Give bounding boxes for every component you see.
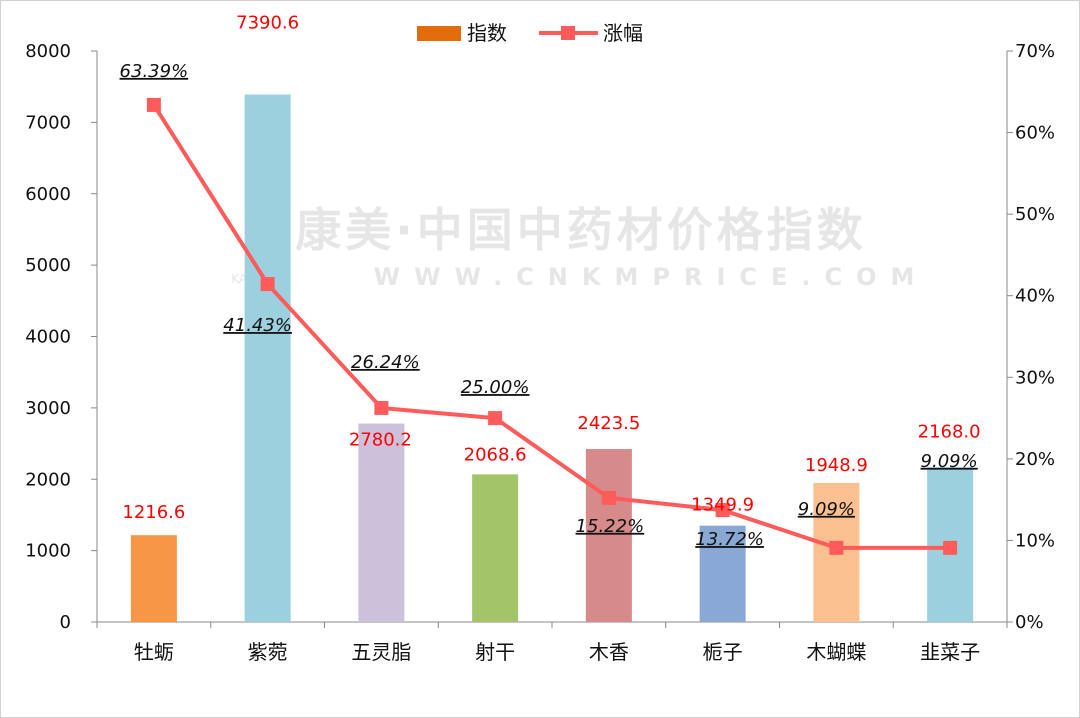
category-label: 栀子 [703,640,743,664]
right-tick-label: 60% [1015,123,1055,144]
right-tick-label: 70% [1015,41,1055,62]
line-value-label: 9.09% [921,451,978,472]
left-tick-label: 8000 [25,41,71,62]
bar-value-label: 7390.6 [236,12,299,33]
line-marker [488,411,503,426]
category-label: 木蝴蝶 [806,640,866,664]
line-value-label: 26.24% [351,352,420,373]
left-tick-label: 7000 [25,112,71,133]
line-marker [943,540,958,555]
bar [130,535,177,622]
category-label: 韭菜子 [920,640,980,664]
bar [699,525,746,622]
left-tick-label: 3000 [25,398,71,419]
left-tick-label: 4000 [25,327,71,348]
bar-series [130,94,974,623]
legend: 指数 涨幅 [417,21,643,45]
watermark: 康美·中国中药材价格指数 KANGMEI WWW.CNKMPRICE.COM [231,203,929,291]
data-labels: 1216.6 7390.6 2780.2 2068.6 2423.5 1349.9 1948… [120,12,981,550]
bar [358,423,405,622]
bar [472,474,519,622]
line-marker [601,490,616,505]
right-tick-label: 0% [1015,612,1044,633]
left-tick-label: 2000 [25,469,71,490]
legend-label-line: 涨幅 [603,21,643,45]
bar-value-label: 1349.9 [691,495,754,516]
right-tick-label: 40% [1015,286,1055,307]
left-tick-label: 0 [60,612,71,633]
left-tick-label: 5000 [25,255,71,276]
line-path [152,103,951,550]
line-marker [715,503,730,518]
bar-value-label: 1216.6 [122,502,185,523]
line-value-label: 63.39% [120,61,189,82]
right-tick-label: 50% [1015,204,1055,225]
bar [244,94,291,623]
legend-marker-line [561,26,575,40]
legend-swatch-bar [417,26,461,41]
right-tick-label: 20% [1015,449,1055,470]
category-label: 五灵脂 [351,640,411,664]
category-label: 牡蛎 [134,640,174,664]
legend-label-bar: 指数 [467,21,507,45]
line-marker [146,97,161,112]
bar-value-label: 2780.2 [349,430,412,451]
bar-value-label: 2423.5 [577,413,640,434]
right-tick-label: 30% [1015,367,1055,388]
left-tick-label: 6000 [25,184,71,205]
line-value-label: 13.72% [695,529,764,550]
category-label: 紫菀 [248,640,288,664]
bar-value-label: 2168.0 [918,421,981,442]
axes: 0 1000 2000 3000 4000 5000 6000 7000 8000 0% 10% 20… [25,41,1055,664]
line-value-label: 41.43% [223,315,292,336]
line-value-label: 9.09% [798,499,855,520]
line-series [146,97,958,555]
category-label: 射干 [475,640,515,664]
line-marker [829,540,844,555]
watermark-brand: 康美·中国中药材价格指数 [295,203,866,257]
line-marker [374,400,389,415]
bar [585,449,632,622]
right-tick-label: 10% [1015,530,1055,551]
line-value-label: 25.00% [461,377,530,398]
bar-value-label: 2068.6 [464,444,527,465]
watermark-site: WWW.CNKMPRICE.COM [374,263,929,291]
bar-value-label: 1948.9 [805,455,868,476]
line-value-label: 15.22% [576,516,645,537]
line-marker [260,277,275,292]
left-tick-label: 1000 [25,541,71,562]
category-label: 木香 [589,640,629,664]
